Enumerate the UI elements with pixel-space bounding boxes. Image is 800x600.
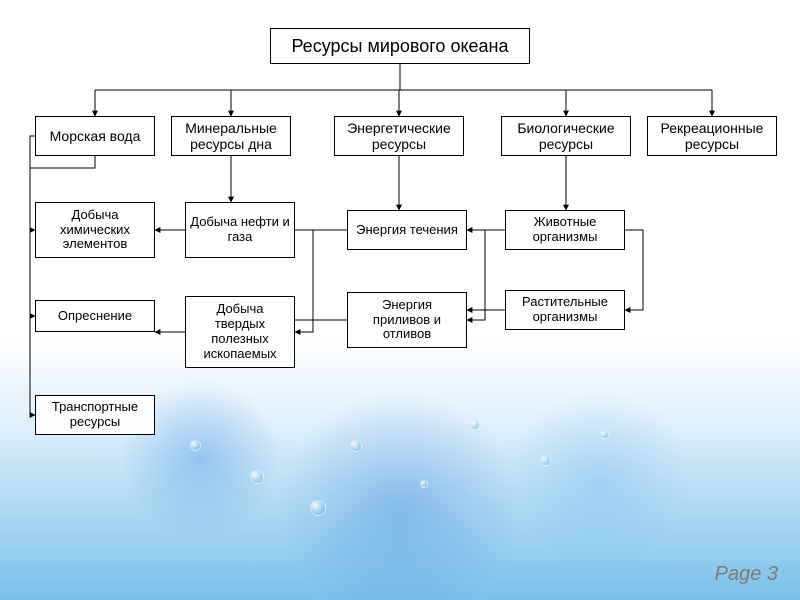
node-plant: Растительные организмы [505,290,625,330]
node-desal: Опреснение [35,300,155,332]
node-bio: Биологические ресурсы [501,116,631,156]
node-sea: Морская вода [35,116,155,156]
water-bubble [190,440,201,451]
node-root: Ресурсы мирового океана [270,28,530,64]
node-chem: Добыча химических элементов [35,202,155,258]
node-anim: Животные организмы [505,210,625,250]
node-trans: Транспортные ресурсы [35,395,155,435]
node-solid: Добыча твердых полезных ископаемых [185,296,295,368]
diagram-canvas: Page 3 Ресурсы мирового океана Морская во… [0,0,800,600]
node-ene: Энергетические ресурсы [334,116,464,156]
page-number: Page 3 [715,563,778,586]
water-bubble [470,420,480,430]
water-bubble [600,430,609,439]
water-bubble [540,455,551,466]
water-bubble [350,440,362,452]
node-oil: Добыча нефти и газа [185,202,295,258]
node-cur: Энергия течения [347,210,467,250]
water-bubble [250,470,264,484]
water-bubble [310,500,326,516]
water-bubble [420,480,428,488]
node-tide: Энергия приливов и отливов [347,292,467,348]
node-min: Минеральные ресурсы дна [171,116,291,156]
node-rec: Рекреационные ресурсы [647,116,777,156]
